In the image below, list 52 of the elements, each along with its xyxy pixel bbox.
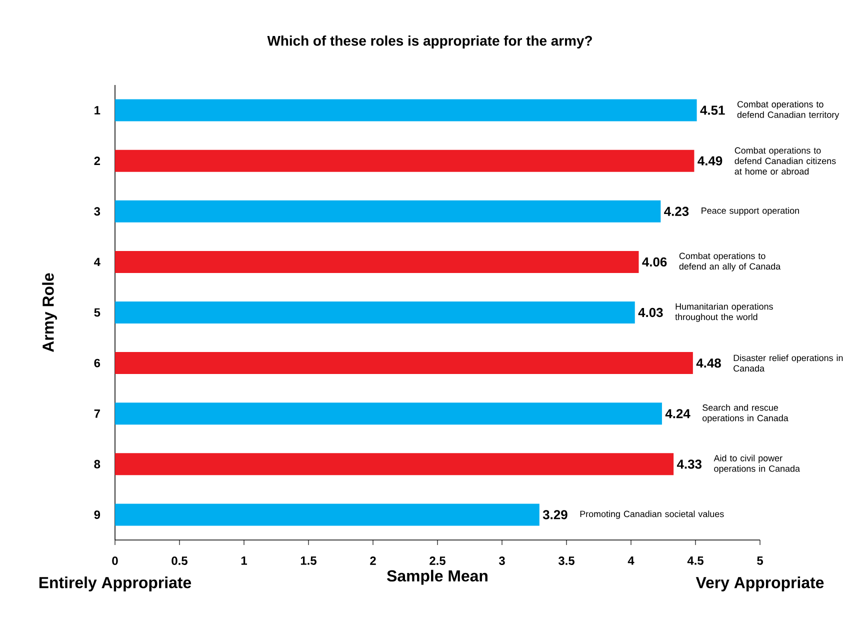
data-label: 4.48 (696, 358, 721, 368)
bar (115, 200, 661, 222)
y-tick-label: 2 (94, 156, 100, 166)
data-label: 4.24 (665, 409, 690, 418)
bar (115, 504, 540, 526)
bar (115, 402, 662, 425)
x-tick-label: 1.5 (300, 556, 316, 565)
bar (115, 250, 639, 273)
annotation: Search and rescue operations in Canada (702, 404, 788, 424)
data-label: 4.51 (700, 106, 725, 115)
annotation: Combat operations to defend Canadian citizens at home or abroad (734, 147, 836, 175)
y-tick-label: 9 (94, 510, 100, 519)
annotation: Disaster relief operations in Canada (734, 354, 843, 372)
bar (115, 453, 674, 476)
x-tick-label: 2 (370, 556, 376, 565)
annotation: Combat operations to defend an ally of Canada (679, 252, 781, 272)
annotation: Peace support operation (702, 207, 799, 216)
y-tick-label: 7 (94, 410, 100, 418)
x-tick-label: 0 (112, 556, 118, 565)
annotation: Aid to civil power operations in Canada (714, 454, 800, 474)
data-label: 4.06 (642, 257, 667, 267)
data-label: 4.03 (638, 308, 663, 318)
data-label: 4.49 (698, 156, 722, 166)
annotation: Humanitarian operations throughout the world (675, 303, 773, 322)
bar (115, 150, 694, 172)
bar (115, 302, 635, 324)
x-tick-label: 4 (628, 556, 634, 565)
data-label: 3.29 (542, 510, 568, 520)
y-tick-label: 5 (94, 308, 100, 317)
y-tick-label: 8 (94, 460, 100, 468)
y-tick-label: 1 (94, 106, 100, 114)
annotation: Combat operations to defend Canadian territory (737, 100, 840, 120)
x-tick-label: 4.5 (687, 556, 704, 565)
x-axis-title: Sample Mean (387, 570, 488, 585)
x-tick-label: 5 (757, 556, 763, 565)
x-tick-label: 0.5 (172, 556, 188, 565)
x-tick-label: 1 (241, 556, 247, 565)
x-tick-label: 3 (498, 556, 505, 566)
annotation: Promoting Canadian societal values (580, 510, 724, 519)
data-label: 4.33 (676, 460, 702, 469)
y-tick-label: 6 (94, 358, 100, 368)
bar (115, 352, 693, 374)
text: Entirely Appropriate (39, 576, 192, 592)
y-tick-label: 3 (94, 207, 100, 216)
x-tick-label: 2.5 (430, 556, 446, 565)
y-axis-title: Army Role (42, 273, 57, 352)
y-tick-label: 4 (94, 258, 100, 266)
text: Very Appropriate (696, 576, 824, 592)
data-label: 4.23 (664, 206, 689, 216)
bar (115, 99, 697, 122)
x-tick-label: 3.5 (558, 556, 574, 566)
chart-title: Which of these roles is appropriate for the army? (267, 35, 592, 48)
